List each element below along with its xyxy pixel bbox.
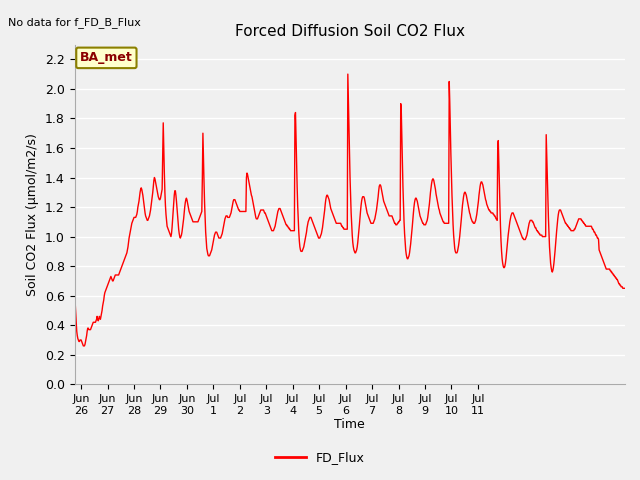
Y-axis label: Soil CO2 Flux (μmol/m2/s): Soil CO2 Flux (μmol/m2/s) xyxy=(26,133,39,296)
X-axis label: Time: Time xyxy=(334,419,365,432)
Text: BA_met: BA_met xyxy=(80,51,132,64)
Title: Forced Diffusion Soil CO2 Flux: Forced Diffusion Soil CO2 Flux xyxy=(235,24,465,39)
Text: No data for f_FD_B_Flux: No data for f_FD_B_Flux xyxy=(8,17,141,28)
Legend: FD_Flux: FD_Flux xyxy=(270,446,370,469)
